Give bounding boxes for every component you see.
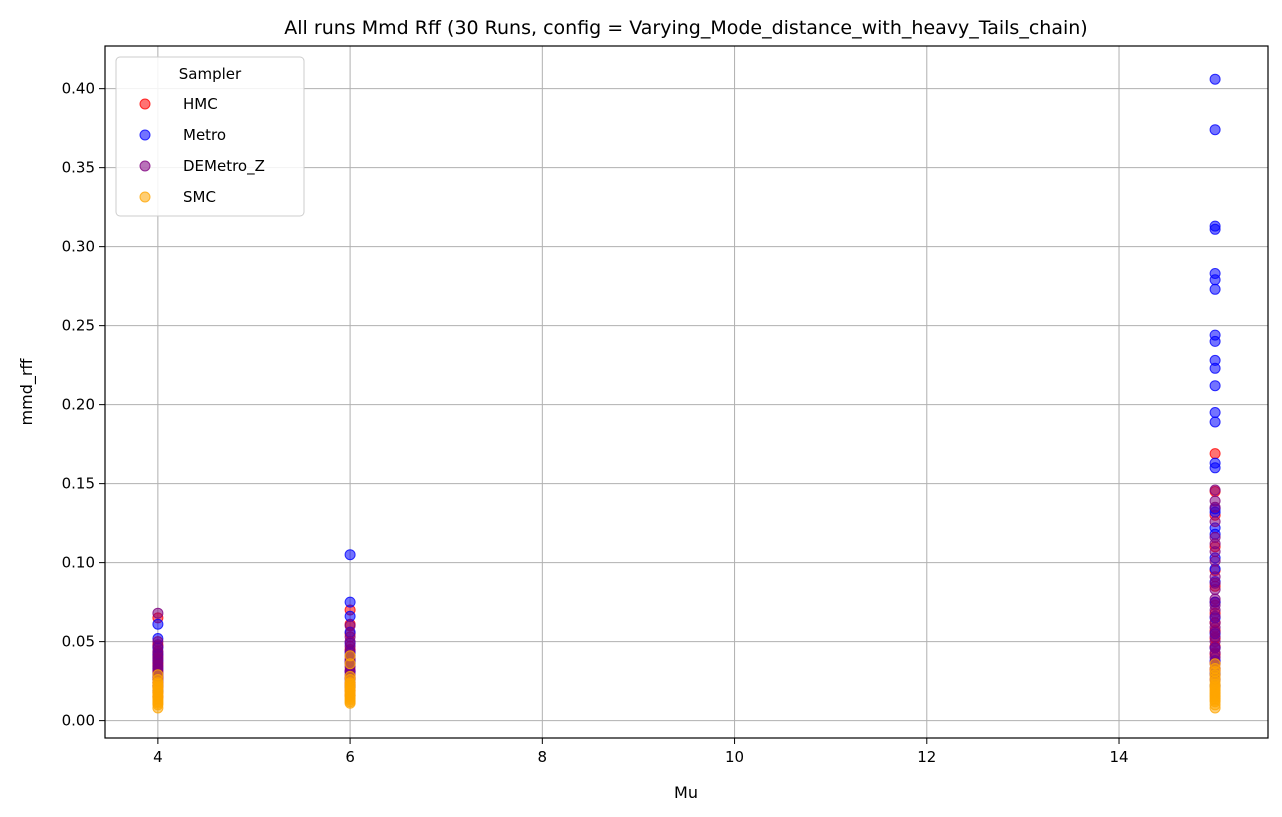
chart-title: All runs Mmd Rff (30 Runs, config = Vary… xyxy=(284,17,1087,39)
data-point xyxy=(1209,448,1221,460)
legend-marker xyxy=(139,191,151,203)
legend-label: Metro xyxy=(183,126,226,144)
data-point xyxy=(1209,380,1221,392)
data-point xyxy=(1209,283,1221,295)
x-tick-label: 12 xyxy=(917,748,936,766)
y-tick-label: 0.20 xyxy=(62,396,95,414)
data-point xyxy=(1209,462,1221,474)
data-point xyxy=(1209,516,1221,528)
y-tick-label: 0.35 xyxy=(62,159,95,177)
data-point xyxy=(344,658,356,670)
legend-label: DEMetro_Z xyxy=(183,157,265,176)
data-point xyxy=(1209,702,1221,714)
data-point xyxy=(1209,584,1221,595)
series-hmc xyxy=(152,448,1221,703)
data-point xyxy=(1209,501,1221,513)
data-point xyxy=(1209,484,1221,496)
data-point xyxy=(1209,124,1221,136)
data-point xyxy=(1209,362,1221,374)
data-point xyxy=(344,610,356,622)
y-tick-label: 0.30 xyxy=(62,238,95,256)
legend-title: Sampler xyxy=(179,65,242,83)
legend-label: SMC xyxy=(183,188,216,206)
x-tick-label: 14 xyxy=(1109,748,1128,766)
data-point xyxy=(152,607,164,619)
legend-marker xyxy=(139,160,151,172)
data-point xyxy=(1209,274,1221,286)
y-axis-ticks: 0.00 0.05 0.10 0.15 0.20 0.25 0.30 0.35 0.40 xyxy=(62,80,105,730)
x-axis-ticks: 4 6 8 10 12 14 xyxy=(153,738,1129,766)
data-point xyxy=(1209,546,1221,558)
series-demetro-z xyxy=(152,484,1221,693)
series-smc xyxy=(152,650,1221,714)
legend-box xyxy=(115,56,305,217)
data-point xyxy=(152,702,164,714)
data-point xyxy=(1209,555,1221,567)
data-point xyxy=(344,596,356,608)
y-tick-label: 0.15 xyxy=(62,475,95,493)
y-tick-label: 0.00 xyxy=(62,712,95,730)
y-tick-label: 0.10 xyxy=(62,554,95,572)
x-tick-label: 10 xyxy=(725,748,744,766)
grid-lines xyxy=(105,46,1268,738)
data-point xyxy=(344,549,356,561)
x-tick-label: 8 xyxy=(538,748,548,766)
legend-marker xyxy=(139,98,151,110)
legend-marker xyxy=(139,129,151,141)
legend-label: HMC xyxy=(183,95,218,113)
data-point xyxy=(1209,223,1221,235)
data-point xyxy=(152,618,164,630)
x-tick-label: 4 xyxy=(153,748,163,766)
data-point xyxy=(344,620,356,632)
y-tick-label: 0.40 xyxy=(62,80,95,98)
data-point xyxy=(344,697,356,709)
data-point xyxy=(1209,335,1221,347)
y-tick-label: 0.25 xyxy=(62,317,95,335)
x-tick-label: 6 xyxy=(345,748,355,766)
data-point xyxy=(1209,73,1221,85)
y-tick-label: 0.05 xyxy=(62,633,95,651)
y-axis-label: mmd_rff xyxy=(17,358,37,426)
x-axis-label: Mu xyxy=(674,783,698,802)
plot-frame xyxy=(104,45,1269,739)
legend: Sampler HMC Metro DEMetro_Z SMC xyxy=(115,56,305,217)
data-point xyxy=(1209,416,1221,428)
data-points xyxy=(152,73,1221,714)
data-point xyxy=(1209,407,1221,418)
